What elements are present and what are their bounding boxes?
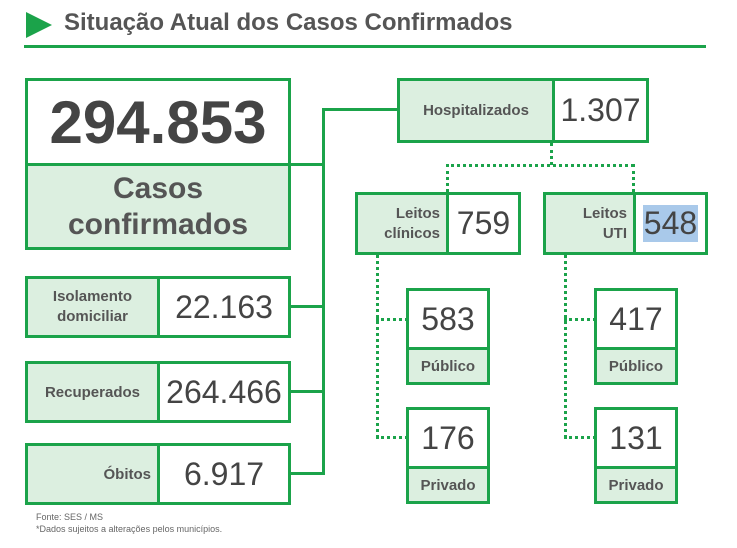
isolamento-label-box: Isolamento domiciliar bbox=[25, 276, 160, 338]
connector-total bbox=[290, 163, 324, 166]
dotted-to-clinicos bbox=[446, 164, 449, 192]
clinicos-privado-label-box: Privado bbox=[406, 466, 490, 504]
isolamento-label-line2: domiciliar bbox=[57, 308, 128, 325]
leitos-clinicos-value: 759 bbox=[456, 205, 511, 241]
clinicos-privado-label: Privado bbox=[420, 476, 476, 494]
dotted-clinicos-publico bbox=[376, 318, 408, 321]
recuperados-label-box: Recuperados bbox=[25, 361, 160, 423]
dotted-hosp-down bbox=[550, 143, 553, 165]
clinicos-privado-value-box: 176 bbox=[406, 407, 490, 469]
clinicos-publico-value-box: 583 bbox=[406, 288, 490, 350]
clinicos-publico-label-box: Público bbox=[406, 347, 490, 385]
uti-privado-value: 131 bbox=[609, 419, 663, 456]
connector-trunk bbox=[322, 108, 325, 475]
leitos-clinicos-label-line2: clínicos bbox=[384, 224, 440, 242]
uti-privado-value-box: 131 bbox=[594, 407, 678, 469]
dotted-to-uti bbox=[632, 164, 635, 192]
recuperados-label: Recuperados bbox=[44, 383, 141, 401]
clinicos-publico-label: Público bbox=[420, 357, 476, 375]
total-cases-value: 294.853 bbox=[49, 88, 267, 156]
obitos-value-box: 6.917 bbox=[157, 443, 291, 505]
hospitalizados-label: Hospitalizados bbox=[423, 102, 529, 119]
uti-publico-label-box: Público bbox=[594, 347, 678, 385]
footer-note: *Dados sujeitos a alterações pelos munic… bbox=[36, 524, 223, 534]
dotted-uti-trunk bbox=[564, 255, 567, 438]
uti-publico-value-box: 417 bbox=[594, 288, 678, 350]
uti-publico-value: 417 bbox=[609, 300, 663, 337]
isolamento-value-box: 22.163 bbox=[157, 276, 291, 338]
hospitalizados-value-box: 1.307 bbox=[552, 78, 649, 143]
leitos-uti-label-box: Leitos UTI bbox=[543, 192, 636, 255]
connector-recuperados bbox=[290, 390, 324, 393]
obitos-label-box: Óbitos bbox=[25, 443, 160, 505]
obitos-label: Óbitos bbox=[103, 465, 152, 483]
leitos-uti-value: 548 bbox=[642, 205, 699, 242]
total-cases-label-box: Casos confirmados bbox=[25, 163, 291, 250]
leitos-clinicos-label-line1: Leitos bbox=[395, 204, 440, 222]
leitos-clinicos-label-box: Leitos clínicos bbox=[355, 192, 449, 255]
clinicos-publico-value: 583 bbox=[421, 300, 475, 337]
uti-publico-label: Público bbox=[608, 357, 664, 375]
leitos-uti-label-line1: Leitos bbox=[582, 204, 627, 222]
connector-isolamento bbox=[290, 305, 324, 308]
isolamento-value: 22.163 bbox=[175, 288, 273, 325]
total-cases-label-line2: confirmados bbox=[67, 207, 249, 241]
dotted-uti-publico bbox=[564, 318, 596, 321]
dotted-hosp-branch bbox=[446, 164, 634, 167]
leitos-uti-value-box: 548 bbox=[633, 192, 708, 255]
leitos-uti-label-line2: UTI bbox=[602, 224, 627, 242]
isolamento-label-line1: Isolamento bbox=[52, 288, 133, 305]
recuperados-value-box: 264.466 bbox=[157, 361, 291, 423]
obitos-value: 6.917 bbox=[183, 455, 265, 492]
dotted-clinicos-trunk bbox=[376, 255, 379, 438]
hospitalizados-label-box: Hospitalizados bbox=[397, 78, 555, 143]
title-underline bbox=[24, 45, 706, 48]
uti-privado-label: Privado bbox=[608, 476, 664, 494]
uti-privado-label-box: Privado bbox=[594, 466, 678, 504]
hospitalizados-value: 1.307 bbox=[560, 92, 641, 128]
triangle-bullet-icon bbox=[26, 12, 52, 38]
recuperados-value: 264.466 bbox=[166, 373, 282, 410]
total-cases-value-box: 294.853 bbox=[25, 78, 291, 166]
page-title: Situação Atual dos Casos Confirmados bbox=[64, 9, 513, 36]
clinicos-privado-value: 176 bbox=[421, 419, 475, 456]
leitos-clinicos-value-box: 759 bbox=[446, 192, 521, 255]
total-cases-label-line1: Casos bbox=[112, 171, 204, 205]
connector-hospitalizados bbox=[322, 108, 398, 111]
dotted-clinicos-privado bbox=[376, 436, 408, 439]
dotted-uti-privado bbox=[564, 436, 596, 439]
footer-source: Fonte: SES / MS bbox=[36, 512, 104, 522]
connector-obitos bbox=[290, 472, 324, 475]
